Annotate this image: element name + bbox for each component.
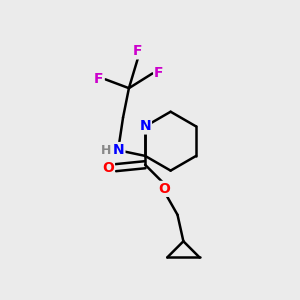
Text: F: F	[154, 66, 164, 80]
Text: O: O	[102, 161, 114, 175]
Text: F: F	[94, 72, 104, 86]
Text: N: N	[113, 143, 124, 157]
Text: F: F	[133, 44, 142, 58]
Text: N: N	[139, 119, 151, 134]
Text: O: O	[158, 182, 170, 196]
Text: H: H	[101, 144, 111, 158]
